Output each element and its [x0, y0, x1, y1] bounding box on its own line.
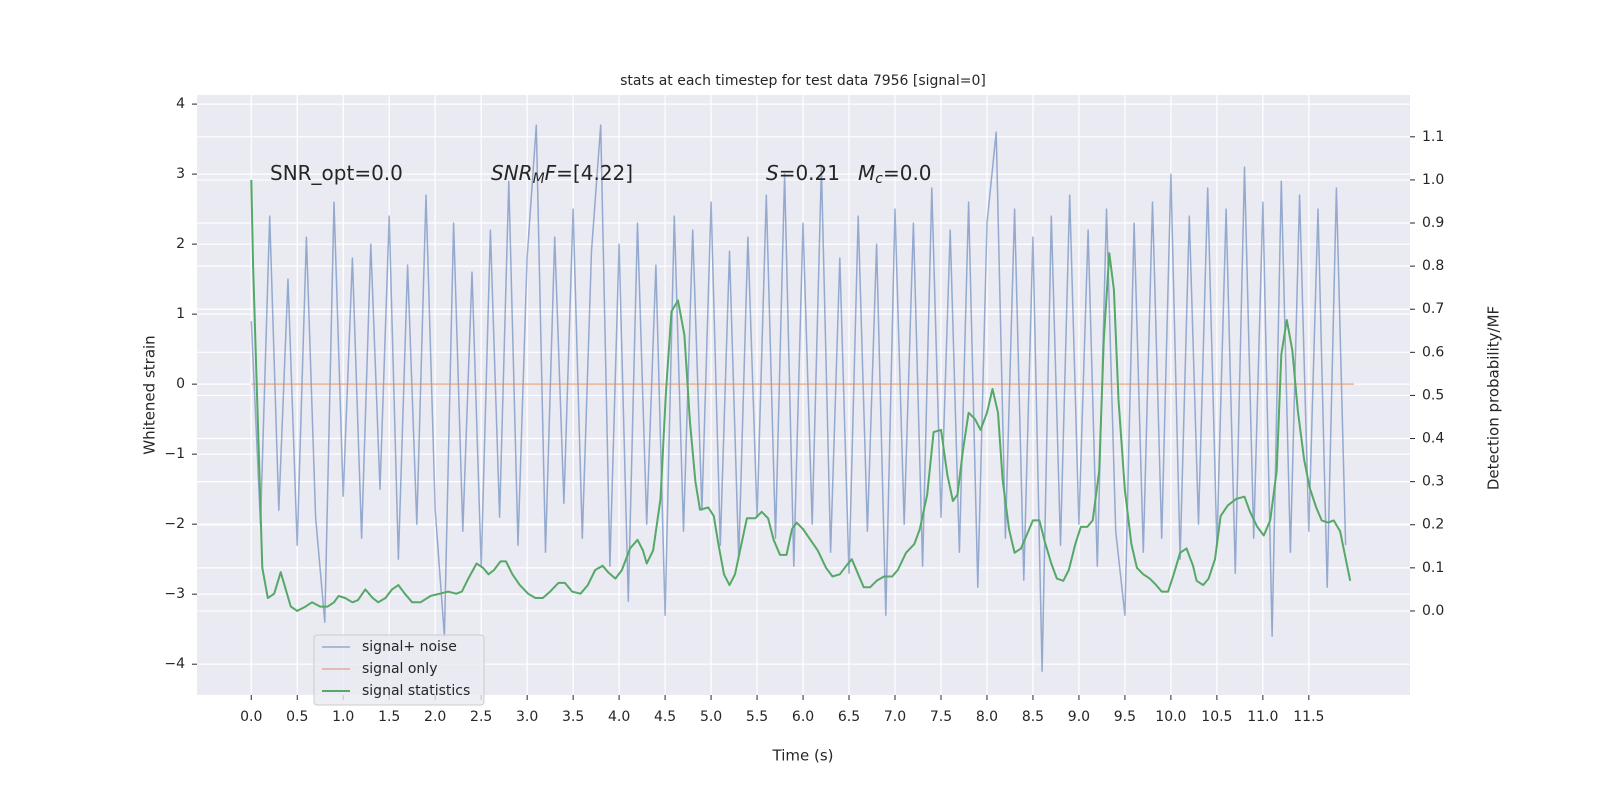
x-tick-label: 7.0 [884, 709, 906, 725]
x-tick-label: 0.0 [240, 709, 262, 725]
series-line [250, 179, 1352, 612]
annotation-part: F [545, 161, 557, 185]
y2-tick-label: 0.4 [1422, 431, 1444, 447]
x-tick-label: 1.5 [378, 709, 400, 725]
y-tick-label: −1 [164, 446, 185, 462]
x-tick-label: 4.5 [654, 709, 676, 725]
annotation: Mc=0.0 [858, 161, 932, 188]
annotation-part: c [875, 171, 883, 187]
x-tick-label: 1.0 [332, 709, 354, 725]
x-tick-label: 11.0 [1247, 709, 1278, 725]
legend-box [313, 634, 485, 706]
x-tick-label: 4.0 [608, 709, 630, 725]
x-tick-label: 5.0 [700, 709, 722, 725]
y-tick-label: −4 [164, 656, 185, 672]
legend-label: signal+ noise [362, 639, 457, 655]
y2-tick-label: 0.3 [1422, 474, 1444, 490]
y2-axis-label: Detection probability/MF [1485, 306, 1503, 490]
annotation-part: SNR_opt=0.0 [270, 161, 403, 185]
annotation: S=0.21 [766, 161, 840, 185]
x-tick-label: 8.5 [1022, 709, 1044, 725]
x-tick-label: 0.5 [286, 709, 308, 725]
x-tick-label: 6.0 [792, 709, 814, 725]
x-tick-label: 11.5 [1293, 709, 1324, 725]
x-tick-label: 9.5 [1114, 709, 1136, 725]
y-tick-label: −3 [164, 586, 185, 602]
x-tick-label: 5.5 [746, 709, 768, 725]
annotation-part: M [533, 171, 545, 187]
annotation-part: =0.21 [779, 161, 840, 185]
x-tick-label: 3.0 [516, 709, 538, 725]
y2-tick-label: 1.0 [1422, 172, 1444, 188]
y-tick-label: 1 [176, 306, 185, 322]
x-tick-label: 8.0 [976, 709, 998, 725]
annotation: SNRMF=[4.22] [491, 161, 633, 188]
y2-tick-label: 0.0 [1422, 603, 1444, 619]
x-tick-label: 9.0 [1068, 709, 1090, 725]
legend-label: signal statistics [362, 683, 470, 699]
y2-tick-label: 0.6 [1422, 344, 1444, 360]
y-tick-label: 2 [176, 236, 185, 252]
y2-tick-label: 1.1 [1422, 129, 1444, 145]
y-tick-label: 4 [176, 96, 185, 112]
annotation-part: S [766, 161, 779, 185]
x-tick-label: 2.0 [424, 709, 446, 725]
y2-tick-label: 0.1 [1422, 560, 1444, 576]
x-tick-label: 7.5 [930, 709, 952, 725]
series-line [250, 124, 1347, 672]
x-tick-label: 6.5 [838, 709, 860, 725]
legend-label: signal only [362, 661, 437, 677]
y2-tick-label: 0.7 [1422, 301, 1444, 317]
x-tick-label: 10.5 [1201, 709, 1232, 725]
annotation-part: =0.0 [883, 161, 932, 185]
axes: 0.0 0.5 1.0 1.5 2.0 2.5 3.0 3.5 4.0 4.5 5.0 5.5 6.0 6… [164, 96, 1444, 725]
x-tick-label: 10.0 [1155, 709, 1186, 725]
y-axis-label: Whitened strain [141, 335, 159, 454]
annotation-part: =[4.22] [556, 161, 633, 185]
y-tick-label: −2 [164, 516, 185, 532]
y2-tick-label: 0.5 [1422, 387, 1444, 403]
y-tick-label: 3 [176, 166, 185, 182]
y2-tick-label: 0.2 [1422, 517, 1444, 533]
y2-tick-label: 0.9 [1422, 215, 1444, 231]
annotation-part: M [858, 161, 875, 185]
annotation: SNR_opt=0.0 [270, 161, 403, 185]
y2-tick-label: 0.8 [1422, 258, 1444, 274]
marks [250, 124, 1354, 672]
annotation-part: SNR [491, 161, 533, 185]
x-axis-label: Time (s) [772, 747, 834, 765]
x-tick-label: 3.5 [562, 709, 584, 725]
y-tick-label: 0 [176, 376, 185, 392]
x-tick-label: 2.5 [470, 709, 492, 725]
chart-title: stats at each timestep for test data 795… [620, 73, 986, 89]
